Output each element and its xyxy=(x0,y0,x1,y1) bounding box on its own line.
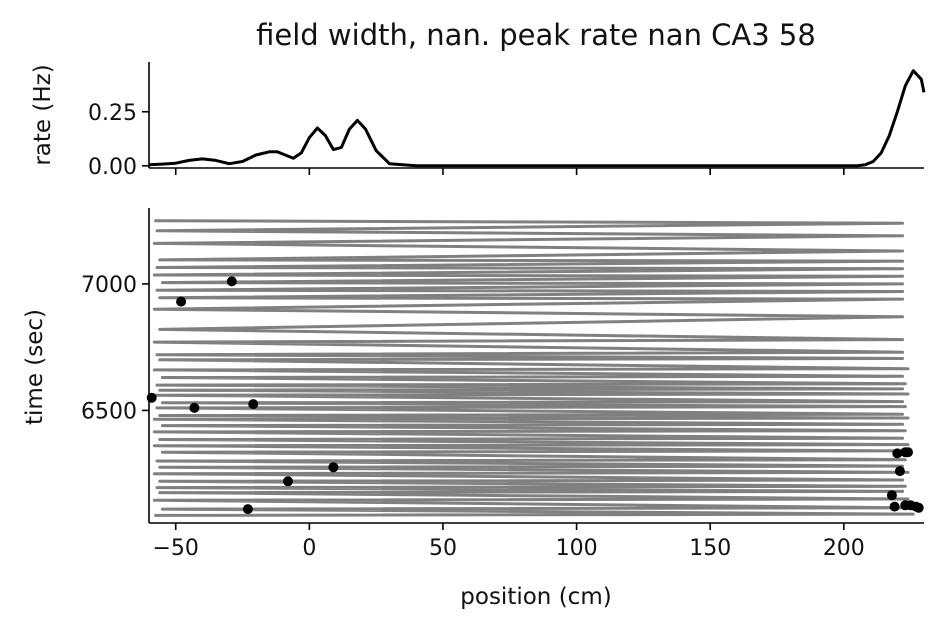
trajectory-x-tick-label: 0 xyxy=(302,536,316,561)
trajectory-line xyxy=(152,219,915,517)
rate-y-axis-label: rate (Hz) xyxy=(30,64,56,165)
trajectory-chart: 6500 7000 −50 0 50 100 150 200 xyxy=(81,208,924,561)
spike-point xyxy=(894,466,905,477)
spike-point xyxy=(889,501,900,512)
spike-point xyxy=(242,504,253,515)
trajectory-y-axis-label: time (sec) xyxy=(22,309,48,425)
spike-point xyxy=(176,296,187,307)
spike-point xyxy=(283,476,293,487)
trajectory-x-tick-label: 150 xyxy=(689,536,731,561)
rate-chart-title: field width, nan. peak rate nan CA3 58 xyxy=(256,18,816,52)
rate-y-tick-label: 0.25 xyxy=(88,101,137,126)
rate-y-tick-label: 0.00 xyxy=(88,155,137,180)
trajectory-x-tick-label: −50 xyxy=(153,536,199,561)
trajectory-x-tick-label: 50 xyxy=(429,536,457,561)
rate-chart: 0.00 0.25 xyxy=(88,62,926,180)
spike-point xyxy=(903,447,913,458)
trajectory-x-tick-label: 200 xyxy=(823,536,865,561)
trajectory-y-tick-label: 6500 xyxy=(81,399,137,424)
trajectory-y-tick-label: 7000 xyxy=(81,273,137,298)
spike-point xyxy=(248,399,259,410)
rate-series-line xyxy=(148,69,926,168)
spike-point xyxy=(328,462,339,473)
trajectory-x-tick-label: 100 xyxy=(556,536,598,561)
spike-point xyxy=(913,502,924,513)
spike-point xyxy=(892,448,903,459)
trajectory-x-axis-label: position (cm) xyxy=(460,584,611,610)
spike-point xyxy=(226,276,237,287)
spike-point xyxy=(886,490,897,501)
spike-point xyxy=(189,402,200,413)
